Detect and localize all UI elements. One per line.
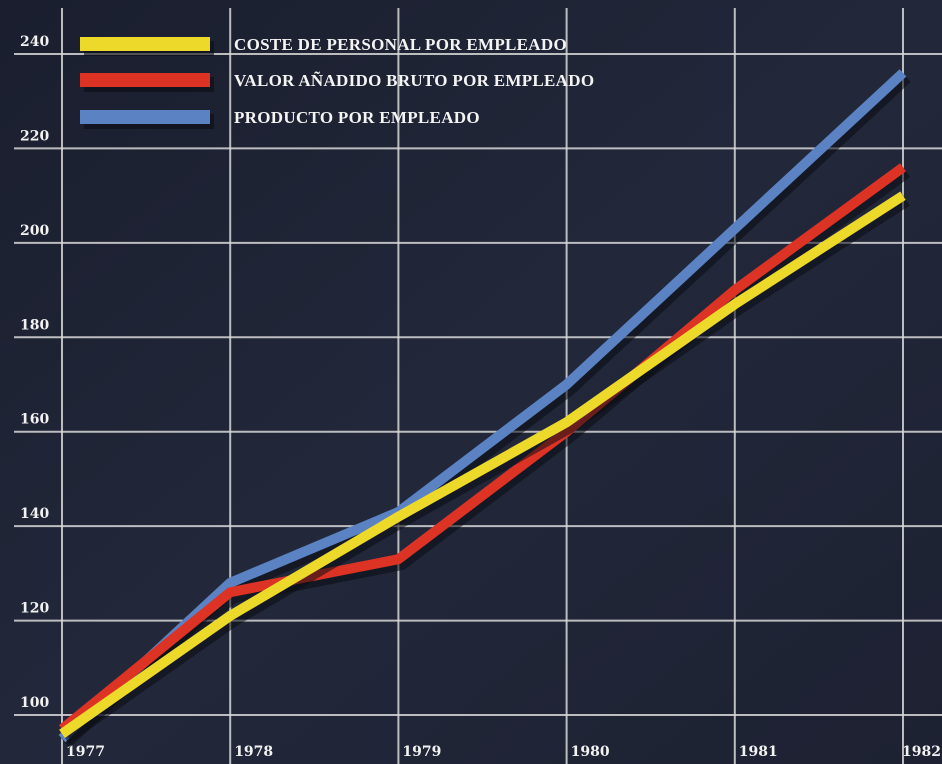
series-0-point-3: [565, 420, 569, 424]
legend-swatch-0: [80, 37, 210, 51]
y-tick-label-180: 180: [20, 317, 49, 333]
x-tick-label-1981: 1981: [739, 744, 778, 760]
y-tick-label-200: 200: [20, 223, 49, 239]
y-tick-label-220: 220: [20, 128, 49, 144]
y-tick-label-240: 240: [20, 34, 49, 50]
series-1-point-2: [396, 557, 400, 561]
series-0-point-4: [733, 302, 737, 306]
series-1-point-1: [228, 590, 232, 594]
series-2-point-4: [733, 227, 737, 231]
y-tick-label-120: 120: [20, 601, 49, 617]
legend-swatch-1: [80, 73, 210, 87]
x-tick-label-1979: 1979: [402, 744, 441, 760]
legend: COSTE DE PERSONAL POR EMPLEADO VALOR AÑAD…: [80, 35, 594, 129]
x-tick-label-1980: 1980: [571, 744, 610, 760]
y-tick-label-140: 140: [20, 506, 49, 522]
x-axis-ticks: 1977 1978 1979 1980 1981 1982: [66, 744, 941, 760]
legend-swatch-2: [80, 110, 210, 124]
series-lines: [58, 69, 911, 748]
series-2-point-1: [228, 581, 232, 585]
y-axis-ticks: 100 120 140 160 180 200 220 240: [20, 34, 49, 711]
series-2-point-0: [60, 737, 64, 741]
series-line-1: [58, 163, 906, 734]
series-2-point-5: [901, 71, 905, 75]
series-1-point-5: [901, 165, 905, 169]
series-0-point-5: [901, 194, 905, 198]
y-tick-label-100: 100: [20, 695, 49, 711]
y-tick-label-160: 160: [20, 412, 49, 428]
series-1-point-4: [733, 288, 737, 292]
x-tick-label-1977: 1977: [66, 744, 105, 760]
series-2-point-3: [565, 383, 569, 387]
legend-label-1: VALOR AÑADIDO BRUTO POR EMPLEADO: [234, 71, 594, 90]
series-0-point-1: [228, 614, 232, 618]
series-line-0: [59, 191, 906, 738]
legend-label-0: COSTE DE PERSONAL POR EMPLEADO: [234, 35, 567, 54]
series-0-point-0: [60, 732, 64, 736]
legend-label-2: PRODUCTO POR EMPLEADO: [234, 108, 480, 127]
x-tick-label-1982: 1982: [902, 744, 941, 760]
x-tick-label-1978: 1978: [234, 744, 273, 760]
series-0-point-2: [396, 515, 400, 519]
